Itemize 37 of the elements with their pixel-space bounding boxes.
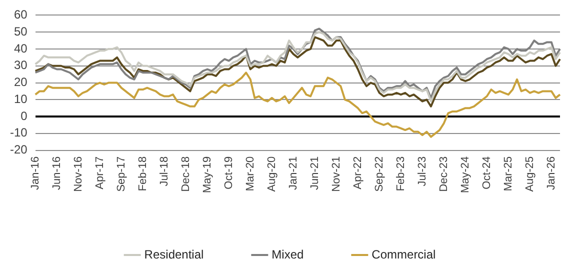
x-tick-label: Nov-21 bbox=[330, 156, 342, 192]
x-tick-label: Feb-23 bbox=[394, 156, 407, 192]
x-tick-label: Dec-18 bbox=[180, 156, 192, 192]
legend-label: Commercial bbox=[372, 247, 436, 262]
x-tick-label: Oct-19 bbox=[222, 156, 235, 190]
x-tick-label: Apr-17 bbox=[94, 156, 106, 190]
x-tick-label: Jan-26 bbox=[545, 156, 558, 190]
x-tick-label: Sep-22 bbox=[373, 156, 386, 192]
y-tick-label: 50 bbox=[14, 24, 28, 38]
x-tick-label: Jan-21 bbox=[287, 156, 300, 190]
x-tick-label: Oct-24 bbox=[480, 156, 493, 190]
x-tick-label: Nov-16 bbox=[72, 156, 84, 192]
x-tick-label: Jul-23 bbox=[416, 156, 428, 186]
x-tick-label: Aug-20 bbox=[266, 156, 278, 192]
x-tick-label: Aug-25 bbox=[524, 156, 536, 192]
x-tick-label: Apr-22 bbox=[352, 156, 364, 190]
y-tick-label: -10 bbox=[10, 126, 28, 140]
x-tick-label: Jan-16 bbox=[29, 156, 42, 190]
y-tick-label: 20 bbox=[14, 75, 28, 90]
y-tick-label: 0 bbox=[20, 108, 28, 123]
x-tick-label: Dec-23 bbox=[438, 156, 450, 192]
y-tick-label: 40 bbox=[14, 41, 28, 56]
x-tick-label: Jun-16 bbox=[50, 156, 63, 190]
x-tick-label: Mar-25 bbox=[502, 156, 514, 192]
x-tick-label: Sep-17 bbox=[115, 156, 128, 192]
y-tick-label: 10 bbox=[14, 92, 28, 106]
x-tick-label: Jul-18 bbox=[158, 156, 170, 186]
x-tick-label: May-19 bbox=[201, 156, 214, 194]
y-tick-label: -20 bbox=[10, 142, 28, 157]
x-tick-label: May-24 bbox=[459, 156, 472, 194]
legend-label: Residential bbox=[144, 247, 204, 262]
legend-label: Mixed bbox=[272, 247, 304, 262]
x-tick-label: Feb-18 bbox=[136, 156, 149, 192]
x-tick-label: Jun-21 bbox=[308, 156, 321, 190]
y-tick-label: 60 bbox=[14, 8, 28, 22]
y-tick-label: 30 bbox=[14, 58, 28, 72]
x-tick-label: Mar-20 bbox=[244, 156, 256, 192]
